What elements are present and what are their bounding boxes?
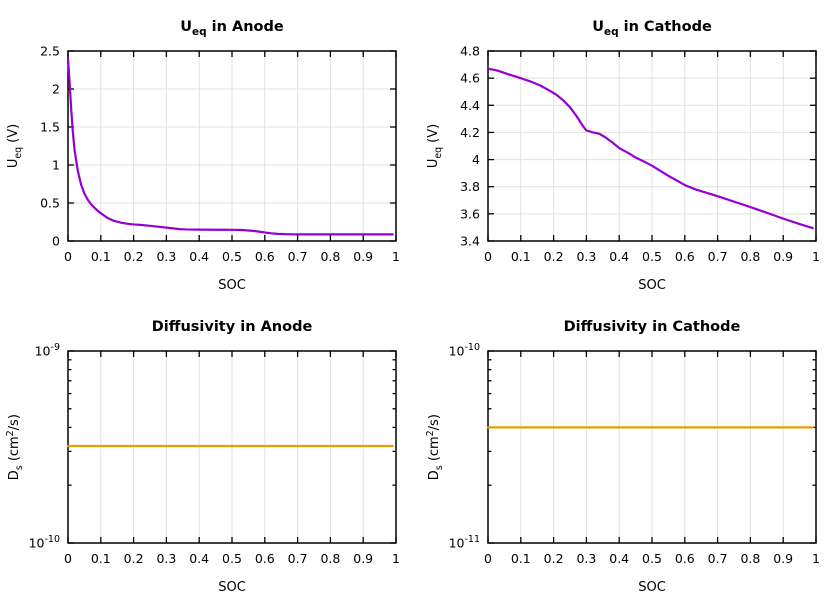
x-tick-label: 0.3 bbox=[156, 551, 176, 566]
plot-canvas: 0 0.1 0.2 0.3 0.4 0.5 0.6 0.7 0.8 0.9 1 3.4 3.6 3.8 4 4… bbox=[460, 44, 820, 265]
x-tick-label: 0 bbox=[484, 249, 492, 264]
x-tick-label: 0.8 bbox=[320, 551, 340, 566]
x-tick-label: 0.5 bbox=[222, 249, 242, 264]
x-axis-label: SOC bbox=[638, 278, 666, 293]
x-tick-label: 0.1 bbox=[511, 249, 531, 264]
x-tick-label: 0.1 bbox=[91, 551, 111, 566]
y-tick-label: 2 bbox=[52, 82, 60, 97]
x-tick-label: 0 bbox=[64, 249, 72, 264]
x-tick-label: 0.4 bbox=[189, 249, 209, 264]
y-tick-label: 2.5 bbox=[40, 44, 60, 59]
y-tick-label: 1.5 bbox=[40, 120, 60, 135]
x-axis-label: SOC bbox=[638, 580, 666, 595]
x-tick-label: 0.9 bbox=[353, 551, 373, 566]
y-tick-label: 3.8 bbox=[460, 179, 480, 194]
y-tick-label: 3.4 bbox=[460, 234, 480, 249]
y-tick-label: 4.8 bbox=[460, 44, 480, 59]
x-axis-label: SOC bbox=[218, 278, 246, 293]
x-tick-label: 0.5 bbox=[642, 551, 662, 566]
chart-title: Diffusivity in Anode bbox=[151, 319, 313, 335]
x-tick-label: 0.4 bbox=[189, 551, 209, 566]
y-tick-label: 10-11 bbox=[449, 534, 480, 551]
y-tick-label: 4 bbox=[472, 152, 480, 167]
y-tick-label: 10-9 bbox=[35, 342, 60, 359]
x-tick-label: 0.9 bbox=[353, 249, 373, 264]
x-tick-label: 0.6 bbox=[255, 551, 275, 566]
x-tick-label: 1 bbox=[392, 551, 400, 566]
x-tick-label: 1 bbox=[812, 249, 820, 264]
chart-title: Ueq in Anode bbox=[180, 19, 284, 38]
x-tick-label: 0.8 bbox=[740, 551, 760, 566]
x-tick-label: 0.9 bbox=[773, 249, 793, 264]
chart-title: Ueq in Cathode bbox=[592, 19, 712, 38]
x-tick-label: 0.6 bbox=[255, 249, 275, 264]
x-tick-label: 0.3 bbox=[576, 551, 596, 566]
x-tick-label: 0 bbox=[64, 551, 72, 566]
x-tick-label: 0 bbox=[484, 551, 492, 566]
x-tick-label: 0.2 bbox=[544, 551, 564, 566]
x-tick-label: 0.7 bbox=[288, 551, 308, 566]
x-tick-label: 0.2 bbox=[544, 249, 564, 264]
x-tick-label: 0.1 bbox=[91, 249, 111, 264]
x-tick-label: 1 bbox=[392, 249, 400, 264]
plot-canvas: 0 0.1 0.2 0.3 0.4 0.5 0.6 0.7 0.8 0.9 1 10-11 10-10 bbox=[449, 342, 820, 566]
y-tick-label: 0.5 bbox=[40, 196, 60, 211]
x-axis-label: SOC bbox=[218, 580, 246, 595]
panel-diffusivity-anode: Diffusivity in Anode Ds (cm2/s) 0 0.1 0.2 0… bbox=[0, 300, 420, 600]
y-tick-label: 0 bbox=[52, 234, 60, 249]
x-tick-label: 0.6 bbox=[675, 551, 695, 566]
x-tick-label: 0.4 bbox=[609, 249, 629, 264]
x-tick-label: 0.9 bbox=[773, 551, 793, 566]
y-tick-label: 4.2 bbox=[460, 125, 480, 140]
panel-diffusivity-cathode: Diffusivity in Cathode Ds (cm2/s) 0 0.1 0.… bbox=[420, 300, 840, 600]
x-tick-label: 0.3 bbox=[156, 249, 176, 264]
plot-canvas: 0 0.1 0.2 0.3 0.4 0.5 0.6 0.7 0.8 0.9 1 0 0.5 1 1.5 2 2.… bbox=[40, 44, 400, 265]
x-tick-label: 0.7 bbox=[708, 249, 728, 264]
x-tick-label: 0.5 bbox=[222, 551, 242, 566]
y-tick-label: 10-10 bbox=[449, 342, 480, 359]
x-tick-label: 0.1 bbox=[511, 551, 531, 566]
x-tick-label: 0.3 bbox=[576, 249, 596, 264]
plot-canvas: 0 0.1 0.2 0.3 0.4 0.5 0.6 0.7 0.8 0.9 1 10-10 10-9 bbox=[29, 342, 400, 566]
x-tick-label: 0.5 bbox=[642, 249, 662, 264]
x-tick-label: 0.2 bbox=[124, 551, 144, 566]
x-tick-label: 1 bbox=[812, 551, 820, 566]
x-tick-label: 0.6 bbox=[675, 249, 695, 264]
x-tick-label: 0.8 bbox=[320, 249, 340, 264]
data-curve bbox=[486, 67, 814, 230]
x-tick-label: 0.2 bbox=[124, 249, 144, 264]
x-tick-label: 0.7 bbox=[288, 249, 308, 264]
x-tick-label: 0.7 bbox=[708, 551, 728, 566]
y-tick-label: 4.4 bbox=[460, 98, 480, 113]
y-tick-label: 4.6 bbox=[460, 71, 480, 86]
y-tick-label: 3.6 bbox=[460, 206, 480, 221]
x-tick-label: 0.8 bbox=[740, 249, 760, 264]
y-tick-label: 10-10 bbox=[29, 534, 60, 551]
x-tick-label: 0.4 bbox=[609, 551, 629, 566]
panel-ueq-cathode: Ueq in Cathode Ueq (V) 0 0.1 0.2 0.3 0.4 0.5 0… bbox=[420, 0, 840, 300]
data-curve bbox=[66, 57, 394, 236]
y-tick-label: 1 bbox=[52, 158, 60, 173]
chart-title: Diffusivity in Cathode bbox=[563, 319, 741, 335]
panel-ueq-anode: Ueq in Anode Ueq (V) 0 0.1 0.2 0.3 0.4 0.5 0.6… bbox=[0, 0, 420, 300]
